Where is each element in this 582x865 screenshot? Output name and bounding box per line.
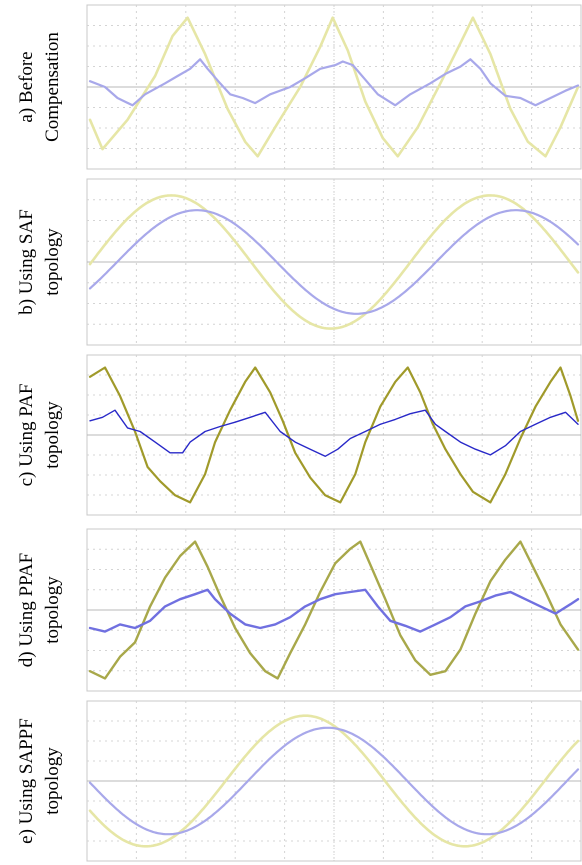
series-line-1 — [88, 209, 580, 315]
panel-a-label: a) Before Compensation — [0, 4, 80, 170]
series-line-1 — [88, 58, 580, 107]
panel-c-label: c) Using PAF topology — [0, 354, 80, 516]
panel-c-plot — [86, 354, 582, 516]
panel-d-label: d) Using PPAF topology — [0, 528, 80, 692]
panel-e-label-line1: e) Using SAPPF — [16, 718, 37, 844]
panel-b-label-line1: b) Using SAF — [16, 209, 37, 315]
panel-b-label-line2: topology — [42, 228, 63, 296]
panel-d-label-line2: topology — [42, 576, 63, 644]
panel-c-label-line1: c) Using PAF — [16, 383, 37, 487]
panel-d-plot — [86, 528, 582, 692]
panel-c-label-line2: topology — [42, 401, 63, 469]
series-line-0 — [88, 194, 580, 330]
series-line-0 — [88, 16, 580, 158]
panel-b: b) Using SAF topology — [0, 178, 582, 346]
panel-b-plot — [86, 178, 582, 346]
panel-a-plot — [86, 4, 582, 170]
panel-e: e) Using SAPPF topology — [0, 700, 582, 862]
panel-d-label-line1: d) Using PPAF — [16, 552, 37, 668]
panel-d: d) Using PPAF topology — [0, 528, 582, 692]
series-line-1 — [88, 588, 580, 633]
series-line-0 — [88, 540, 580, 680]
panel-a-label-line2: Compensation — [42, 32, 63, 142]
panel-e-plot — [86, 700, 582, 862]
panel-b-label: b) Using SAF topology — [0, 178, 80, 346]
series-line-1 — [89, 409, 579, 457]
series-line-1 — [88, 726, 580, 836]
panel-e-label-line2: topology — [42, 747, 63, 815]
panel-a-label-line1: a) Before — [16, 51, 37, 123]
panel-e-label: e) Using SAPPF topology — [0, 700, 80, 862]
series-line-0 — [88, 366, 580, 504]
panel-a: a) Before Compensation — [0, 4, 582, 170]
panel-c: c) Using PAF topology — [0, 354, 582, 516]
